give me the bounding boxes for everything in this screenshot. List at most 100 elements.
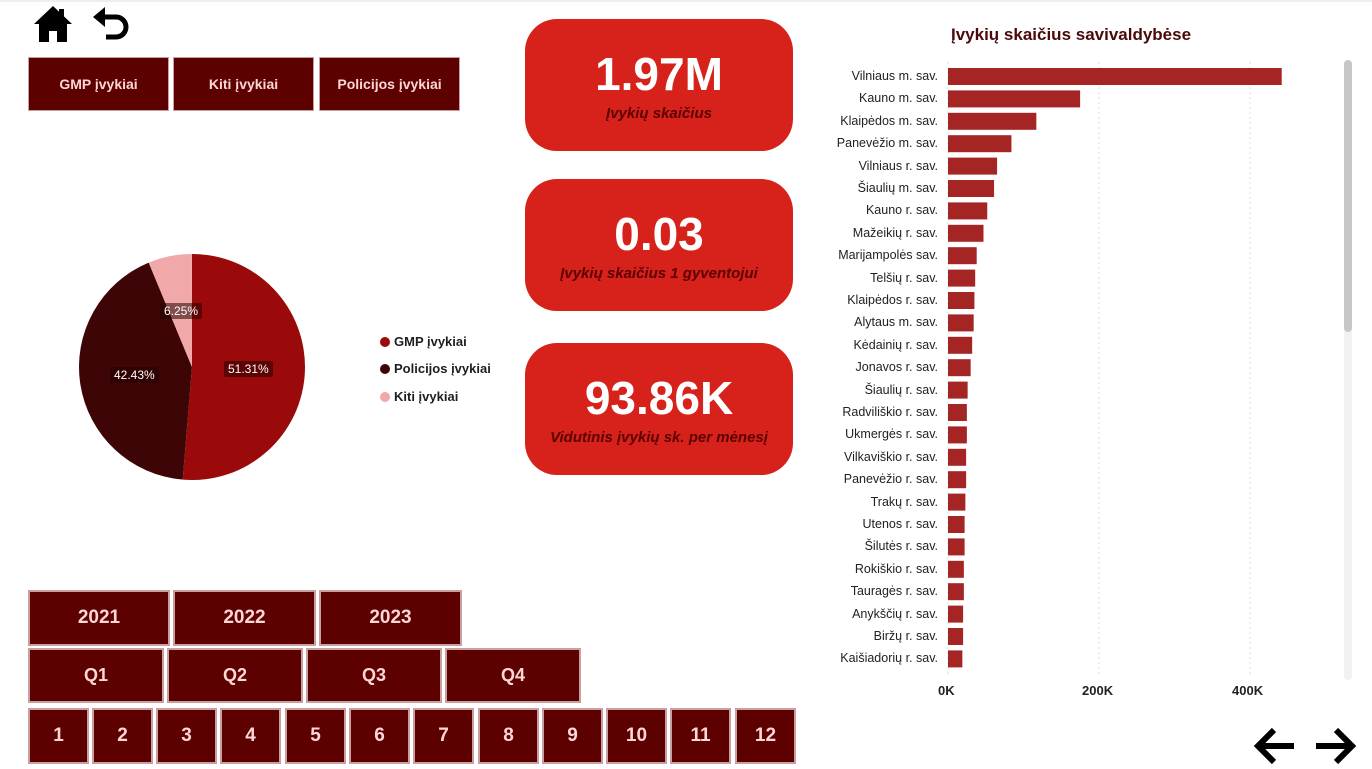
bar-category-label: Radviliškio r. sav. [842, 405, 938, 419]
undo-icon[interactable] [90, 3, 132, 45]
bar[interactable] [948, 650, 963, 668]
bar[interactable] [948, 583, 964, 601]
bar[interactable] [948, 628, 964, 645]
quarter-q2-button[interactable]: Q2 [167, 648, 303, 703]
year-2023-button[interactable]: 2023 [319, 590, 462, 646]
bar-category-label: Panevėžio m. sav. [836, 136, 938, 151]
kpi-label: Įvykių skaičius 1 gyventojui [560, 264, 758, 282]
month-11-button[interactable]: 11 [670, 708, 731, 764]
top-divider [0, 0, 1372, 2]
quarter-q4-button[interactable]: Q4 [445, 648, 581, 703]
bar-category-label: Alytaus m. sav. [854, 315, 938, 330]
bar[interactable] [948, 157, 998, 175]
bar-category-label: Kauno m. sav. [859, 91, 938, 106]
legend-label: Kiti įvykiai [394, 389, 459, 404]
x-tick-label: 0K [938, 683, 955, 698]
chart-scrollbar-thumb[interactable] [1344, 60, 1352, 332]
bar[interactable] [948, 180, 995, 197]
month-8-button[interactable]: 8 [478, 708, 539, 764]
other-events-button[interactable]: Kiti įvykiai [173, 57, 314, 111]
bar-category-label: Telšių r. sav. [870, 270, 938, 285]
bar[interactable] [948, 292, 975, 309]
kpi-events-per-resident: 0.03 Įvykių skaičius 1 gyventojui [525, 179, 793, 311]
month-2-button[interactable]: 2 [92, 708, 153, 764]
bar[interactable] [948, 314, 974, 332]
bar[interactable] [948, 538, 965, 556]
month-7-button[interactable]: 7 [413, 708, 474, 764]
legend-item-police[interactable]: Policijos įvykiai [380, 361, 491, 376]
bar[interactable] [948, 247, 977, 265]
bar-category-label: Panevėžio r. sav. [843, 472, 938, 487]
arrow-left-icon[interactable] [1252, 726, 1298, 766]
bar-category-label: Klaipėdos r. sav. [847, 293, 938, 307]
bar[interactable] [948, 359, 971, 377]
bar-category-label: Šiaulių m. sav. [857, 181, 938, 195]
bar[interactable] [948, 471, 967, 489]
bar-category-label: Mažeikių r. sav. [852, 225, 938, 240]
bar-category-label: Kėdainių r. sav. [853, 337, 938, 352]
bar[interactable] [948, 112, 1037, 130]
bar[interactable] [948, 560, 964, 578]
quarter-q1-button[interactable]: Q1 [28, 648, 164, 703]
year-2022-button[interactable]: 2022 [173, 590, 316, 646]
bar-category-label: Marijampolės sav. [838, 248, 938, 263]
legend-item-gmp[interactable]: GMP įvykiai [380, 334, 467, 349]
bar-category-label: Klaipėdos m. sav. [840, 113, 938, 128]
police-events-button[interactable]: Policijos įvykiai [319, 57, 460, 111]
bar[interactable] [948, 90, 1081, 108]
bar-category-label: Šiaulių r. sav. [864, 382, 938, 397]
bar-category-label: Kauno r. sav. [865, 203, 938, 218]
bar[interactable] [948, 269, 976, 287]
quarter-q3-button[interactable]: Q3 [306, 648, 442, 703]
kpi-label: Vidutinis įvykių sk. per mėnesį [550, 428, 768, 446]
bar-category-label: Vilniaus m. sav. [851, 69, 938, 83]
month-10-button[interactable]: 10 [606, 708, 667, 764]
legend-label: GMP įvykiai [394, 334, 467, 349]
bar[interactable] [948, 493, 966, 511]
bar[interactable] [948, 448, 967, 466]
legend-item-other[interactable]: Kiti įvykiai [380, 389, 458, 404]
gmp-events-button[interactable]: GMP įvykiai [28, 57, 169, 111]
month-3-button[interactable]: 3 [156, 708, 217, 764]
arrow-right-icon[interactable] [1312, 726, 1358, 766]
kpi-value: 1.97M [595, 47, 723, 100]
month-4-button[interactable]: 4 [220, 708, 281, 764]
bar[interactable] [948, 68, 1282, 85]
month-1-button[interactable]: 1 [28, 708, 89, 764]
bar-category-label: Vilkaviškio r. sav. [843, 449, 938, 464]
bar-category-label: Anykščių r. sav. [852, 606, 938, 621]
pie-label-police: 42.43% [110, 367, 159, 383]
month-9-button[interactable]: 9 [542, 708, 603, 764]
bar-category-label: Biržų r. sav. [873, 629, 938, 643]
kpi-value: 93.86K [584, 371, 734, 424]
bar-category-label: Utenos r. sav. [862, 517, 939, 531]
bar-category-label: Trakų r. sav. [870, 494, 938, 509]
month-12-button[interactable]: 12 [735, 708, 796, 764]
bar[interactable] [948, 381, 968, 399]
bar[interactable] [948, 404, 967, 421]
legend-label: Policijos įvykiai [394, 361, 491, 376]
year-2021-button[interactable]: 2021 [28, 590, 170, 646]
chart-scrollbar-track[interactable] [1344, 60, 1352, 680]
legend-dot [380, 391, 390, 402]
month-5-button[interactable]: 5 [285, 708, 346, 764]
bar[interactable] [948, 224, 984, 242]
x-tick-label: 400K [1232, 683, 1264, 698]
bar-category-label: Tauragės r. sav. [850, 584, 938, 599]
bar[interactable] [948, 605, 964, 623]
bar-category-label: Šilutės r. sav. [864, 539, 938, 554]
bar[interactable] [948, 516, 965, 533]
legend-dot [380, 363, 390, 374]
bar[interactable] [948, 202, 988, 220]
month-6-button[interactable]: 6 [349, 708, 410, 764]
legend-dot [380, 336, 390, 347]
bar-category-label: Rokiškio r. sav. [854, 561, 938, 576]
bar-category-label: Kaišiadorių r. sav. [840, 651, 938, 666]
bar-category-label: Vilniaus r. sav. [858, 158, 938, 173]
bar[interactable] [948, 426, 967, 444]
kpi-avg-events-per-month: 93.86K Vidutinis įvykių sk. per mėnesį [525, 343, 793, 475]
bar[interactable] [948, 336, 973, 354]
bar[interactable] [948, 135, 1012, 153]
home-icon[interactable] [32, 4, 74, 44]
